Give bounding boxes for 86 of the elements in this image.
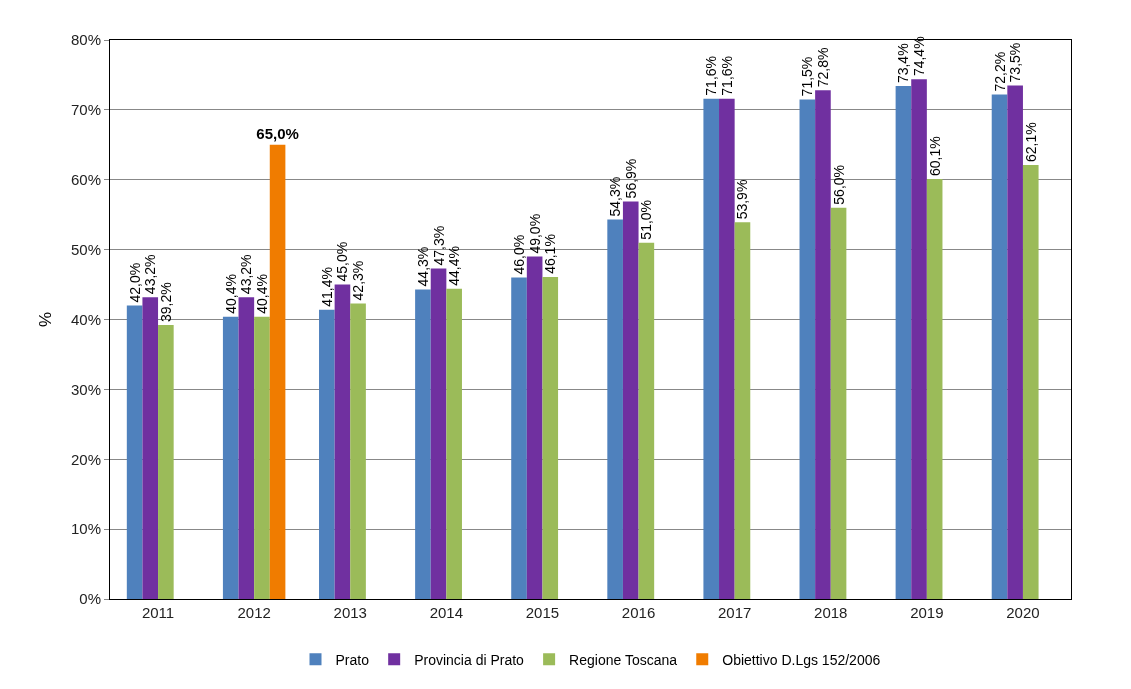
data-label: 54,3% bbox=[607, 176, 624, 217]
bar bbox=[607, 219, 623, 599]
y-axis-title: % bbox=[35, 311, 55, 328]
y-tick-label: 30% bbox=[70, 380, 101, 398]
data-label: 44,3% bbox=[414, 246, 431, 287]
data-label: 40,4% bbox=[253, 274, 270, 314]
y-tick-label: 0% bbox=[79, 590, 101, 608]
bar bbox=[1022, 165, 1039, 599]
bar bbox=[158, 325, 174, 599]
data-label: 72,2% bbox=[991, 51, 1008, 92]
legend-label: Regione Toscana bbox=[569, 651, 678, 668]
bar bbox=[350, 303, 366, 599]
x-tick-label: 2014 bbox=[429, 604, 464, 621]
y-tick-label: 40% bbox=[70, 310, 101, 328]
bar bbox=[830, 207, 847, 599]
data-label: 44,4% bbox=[446, 246, 463, 286]
x-tick-label: 2020 bbox=[1006, 604, 1040, 621]
bar bbox=[446, 288, 462, 599]
data-label: 39,2% bbox=[157, 282, 174, 323]
x-tick-label: 2013 bbox=[333, 604, 367, 621]
data-label: 42,0% bbox=[126, 262, 143, 303]
bar bbox=[815, 90, 831, 599]
data-label: 47,3% bbox=[430, 225, 447, 266]
data-label: 56,9% bbox=[622, 158, 639, 199]
x-tick-label: 2018 bbox=[814, 604, 848, 621]
data-label: 46,0% bbox=[511, 234, 528, 275]
data-label: 62,1% bbox=[1022, 122, 1039, 163]
legend-label: Provincia di Prato bbox=[414, 651, 525, 668]
data-label: 41,4% bbox=[318, 267, 335, 307]
y-tick-label: 20% bbox=[70, 450, 101, 468]
bar bbox=[895, 86, 912, 599]
data-label: 56,0% bbox=[830, 165, 847, 205]
data-label: 71,6% bbox=[703, 56, 720, 96]
bar bbox=[415, 289, 431, 599]
bar bbox=[719, 98, 735, 599]
x-tick-label: 2011 bbox=[141, 604, 175, 621]
data-label: 71,5% bbox=[799, 56, 816, 97]
bar bbox=[222, 316, 239, 599]
y-tick-label: 70% bbox=[70, 101, 101, 119]
bar bbox=[734, 222, 751, 599]
bar bbox=[1007, 85, 1023, 599]
data-label: 46,1% bbox=[542, 234, 559, 274]
x-tick-label: 2012 bbox=[237, 604, 271, 621]
bar bbox=[142, 297, 159, 599]
legend-label: Obiettivo D.Lgs 152/2006 bbox=[722, 651, 881, 668]
data-label: 43,2% bbox=[238, 254, 255, 295]
bar bbox=[703, 98, 720, 599]
data-label: 60,1% bbox=[926, 136, 943, 177]
bar bbox=[511, 277, 527, 599]
data-label: 51,0% bbox=[638, 199, 655, 240]
y-tick-label: 10% bbox=[70, 520, 101, 538]
data-label: 43,2% bbox=[142, 254, 159, 295]
y-tick-label: 60% bbox=[70, 171, 101, 188]
bar bbox=[542, 276, 559, 599]
data-label: 45,0% bbox=[334, 241, 351, 282]
x-tick-label: 2017 bbox=[717, 604, 752, 621]
data-label: 73,4% bbox=[895, 43, 912, 84]
bar bbox=[430, 268, 447, 599]
bar bbox=[911, 79, 927, 599]
bar bbox=[799, 99, 816, 599]
data-label: 49,0% bbox=[526, 213, 543, 254]
bar bbox=[254, 316, 270, 599]
y-tick-label: 50% bbox=[70, 240, 101, 258]
data-label: 72,8% bbox=[814, 47, 831, 88]
x-tick-label: 2019 bbox=[910, 604, 944, 621]
bar bbox=[269, 144, 286, 599]
data-label: 73,5% bbox=[1007, 42, 1024, 83]
data-label: 71,6% bbox=[718, 56, 735, 96]
bar bbox=[334, 284, 351, 599]
x-tick-label: 2016 bbox=[621, 604, 656, 621]
bar bbox=[319, 309, 335, 599]
y-tick-label: 80% bbox=[70, 31, 101, 49]
legend-label: Prato bbox=[335, 651, 370, 668]
x-tick-label: 2015 bbox=[525, 604, 560, 621]
bar bbox=[238, 297, 255, 599]
data-label: 42,3% bbox=[350, 260, 367, 301]
bar bbox=[126, 305, 143, 599]
data-label: 40,4% bbox=[222, 274, 239, 314]
bar bbox=[638, 242, 655, 599]
bar bbox=[622, 201, 639, 599]
bar bbox=[926, 179, 943, 599]
data-label: 53,9% bbox=[734, 179, 751, 220]
bar bbox=[991, 94, 1008, 599]
data-label: 65,0% bbox=[256, 124, 299, 142]
data-label: 74,4% bbox=[911, 36, 928, 77]
bar bbox=[526, 256, 543, 599]
